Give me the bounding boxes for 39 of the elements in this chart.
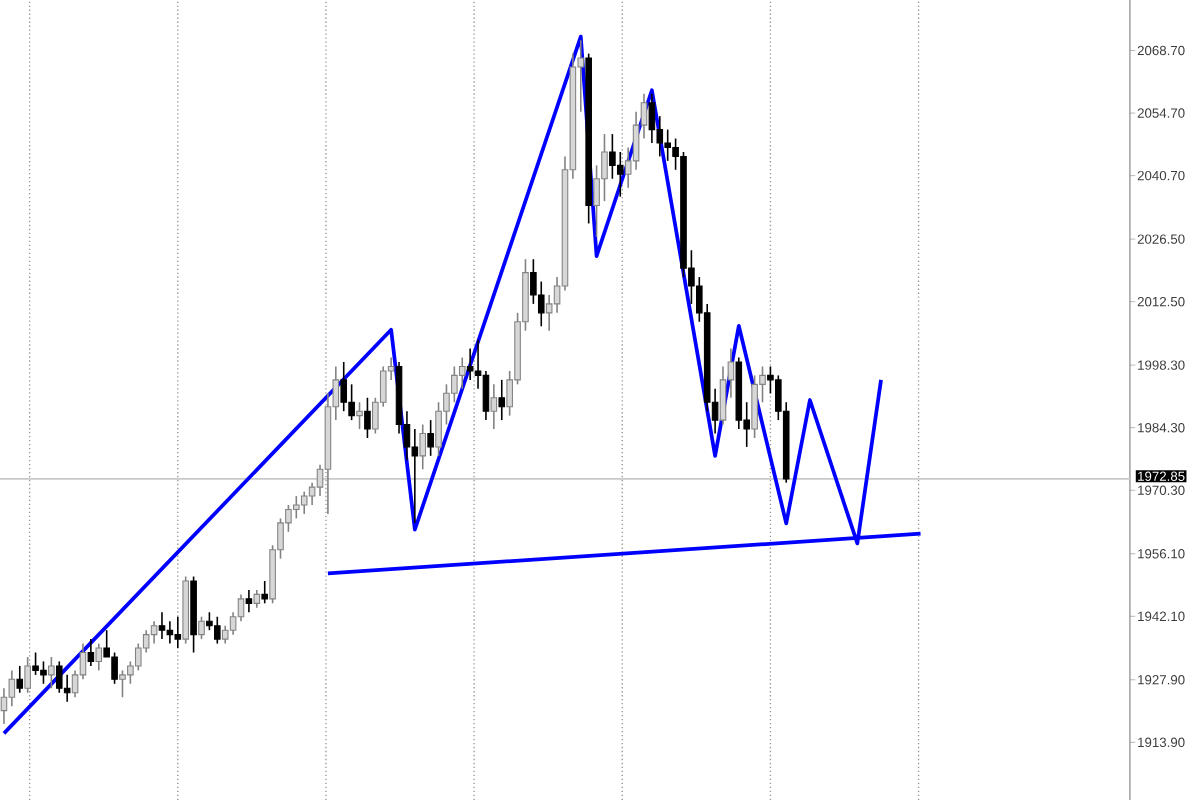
candlestick bbox=[158, 611, 166, 640]
candlestick bbox=[466, 347, 474, 381]
candlestick bbox=[340, 361, 348, 412]
candlestick bbox=[648, 93, 656, 144]
candlestick bbox=[458, 356, 466, 390]
candlestick bbox=[166, 620, 174, 645]
candlestick bbox=[356, 401, 363, 430]
candlestick bbox=[111, 651, 118, 685]
candlestick bbox=[87, 638, 95, 667]
candlestick bbox=[245, 589, 253, 614]
candlestick bbox=[261, 580, 268, 605]
candlestick bbox=[119, 669, 126, 698]
candlestick bbox=[293, 495, 300, 520]
candlestick bbox=[95, 642, 103, 672]
candlestick bbox=[16, 665, 24, 694]
candlestick bbox=[601, 133, 608, 202]
candlestick bbox=[150, 620, 158, 645]
candlestick bbox=[427, 419, 434, 457]
candlestick bbox=[55, 660, 63, 694]
candlestick bbox=[419, 423, 427, 471]
candlestick bbox=[214, 615, 221, 645]
candlestick bbox=[32, 651, 39, 676]
candlestick bbox=[435, 401, 442, 457]
candlestick bbox=[300, 490, 308, 515]
candlestick bbox=[451, 365, 458, 404]
candlestick bbox=[237, 593, 245, 623]
candlestick bbox=[174, 615, 182, 649]
candlestick bbox=[719, 365, 727, 426]
candlestick bbox=[364, 396, 371, 439]
candlestick bbox=[482, 370, 490, 421]
candlestick bbox=[490, 383, 498, 430]
candlestick bbox=[48, 656, 55, 690]
candlestick bbox=[198, 615, 205, 640]
candlestick bbox=[537, 280, 545, 328]
candlestick bbox=[751, 374, 758, 439]
candlestick bbox=[498, 379, 506, 421]
candlestick bbox=[616, 151, 624, 198]
candlestick bbox=[24, 656, 31, 694]
candlestick bbox=[40, 660, 47, 685]
